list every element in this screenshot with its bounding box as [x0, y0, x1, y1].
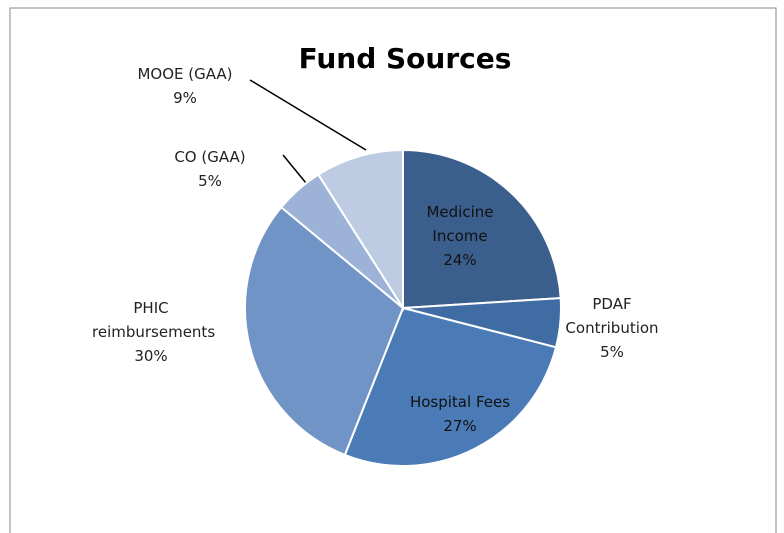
category-label: PHIC reimbursements: [92, 299, 216, 341]
slice-label: PDAF Contribution 5%: [552, 292, 672, 364]
chart-title: Fund Sources: [299, 42, 512, 75]
category-label: PDAF Contribution: [565, 295, 659, 337]
value-label: 24%: [443, 251, 477, 269]
category-label: Hospital Fees: [409, 393, 511, 411]
slice-label: PHIC reimbursements 30%: [92, 296, 216, 368]
slice-label: CO (GAA) 5%: [150, 145, 270, 193]
leader-line: [282, 154, 307, 184]
value-label: 9%: [173, 89, 197, 107]
frame: [9, 7, 777, 533]
category-label: Medicine Income: [426, 203, 494, 245]
value-label: 5%: [600, 343, 624, 361]
pie-slice: [316, 148, 404, 312]
category-label: MOOE (GAA): [137, 65, 233, 83]
slice-label: Hospital Fees 27%: [395, 390, 525, 438]
pie-slice: [343, 306, 558, 467]
leader-line: [249, 79, 367, 151]
value-label: 30%: [134, 347, 168, 365]
slice-label: MOOE (GAA) 9%: [110, 62, 260, 110]
value-label: 5%: [198, 172, 222, 190]
pie-slice: [244, 205, 405, 457]
pie-slice: [402, 148, 562, 310]
value-label: 27%: [443, 417, 477, 435]
category-label: CO (GAA): [174, 148, 246, 166]
slice-label: Medicine Income 24%: [410, 200, 510, 272]
